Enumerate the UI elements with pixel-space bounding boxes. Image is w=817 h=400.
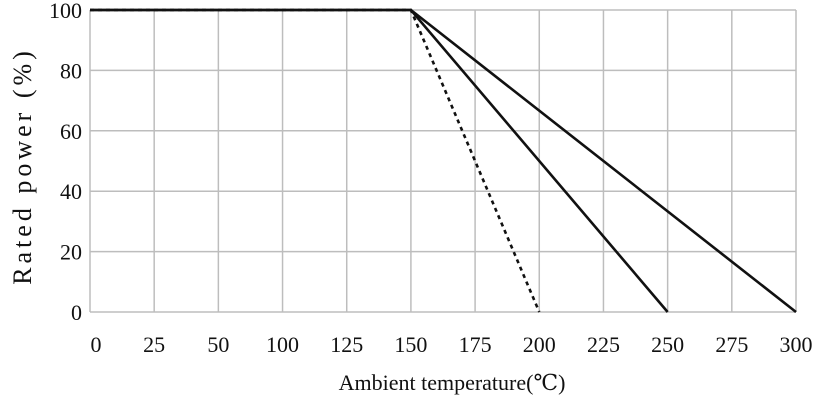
x-tick-label: 275 [715,332,748,357]
x-tick-label: 100 [266,332,299,357]
y-tick-label: 40 [60,179,82,204]
x-tick-label: 250 [651,332,684,357]
series-line-3 [90,8,797,314]
series-lines [90,8,797,314]
x-axis-label: Ambient temperature(℃) [339,370,566,395]
y-tick-label: 100 [49,0,82,23]
x-tick-label: 200 [523,332,556,357]
y-tick-label: 60 [60,119,82,144]
y-axis-label: Rated power (%) [8,47,37,285]
x-tick-label: 300 [780,332,813,357]
x-tick-label: 125 [330,332,363,357]
y-tick-label: 20 [60,240,82,265]
x-tick-label: 225 [587,332,620,357]
x-axis-ticks: 0 25 50 100 125 150 175 200 225 250 275 300 [91,332,813,357]
grid [89,9,797,313]
x-tick-label: 50 [207,332,229,357]
x-tick-label: 0 [91,332,102,357]
x-tick-label: 175 [459,332,492,357]
y-tick-label: 80 [60,58,82,83]
y-axis-ticks: 0 20 40 60 80 100 [49,0,82,325]
series-line-1 [90,8,541,313]
y-tick-label: 0 [71,300,82,325]
x-tick-label: 25 [143,332,165,357]
x-tick-label: 150 [394,332,427,357]
series-line-2 [90,8,669,313]
